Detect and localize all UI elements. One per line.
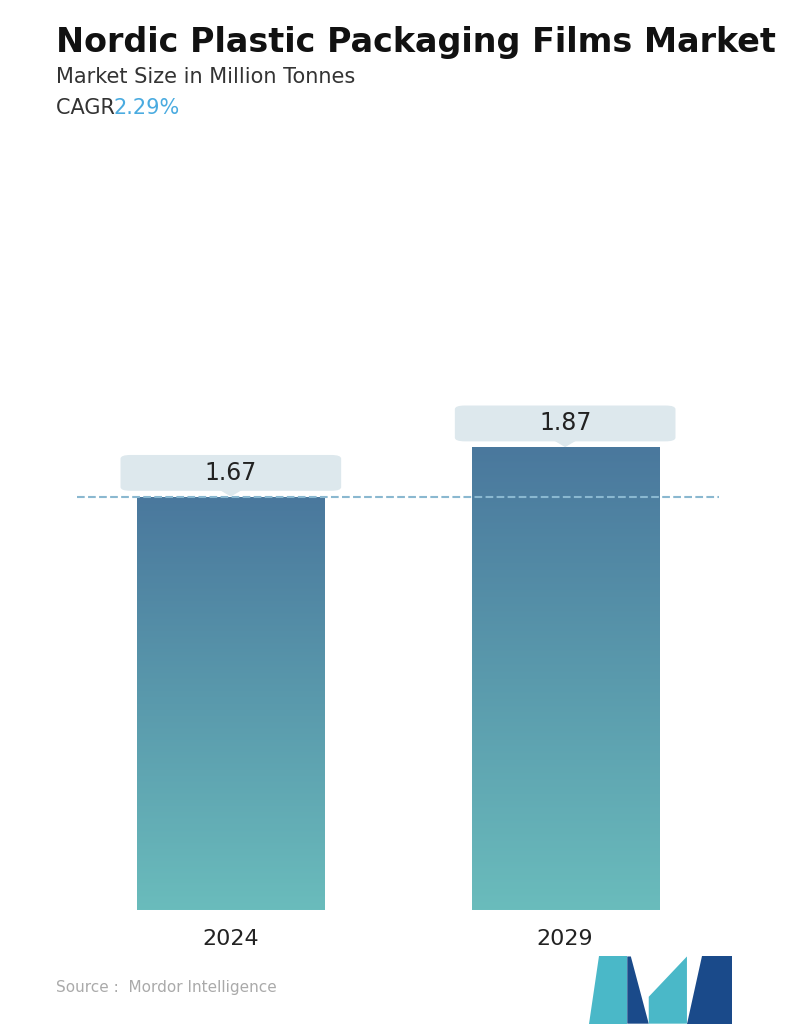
Text: Source :  Mordor Intelligence: Source : Mordor Intelligence: [56, 979, 276, 995]
Text: 1.67: 1.67: [205, 461, 257, 485]
FancyBboxPatch shape: [455, 405, 676, 442]
Polygon shape: [627, 956, 649, 1024]
FancyBboxPatch shape: [120, 455, 341, 491]
Text: CAGR: CAGR: [56, 98, 121, 118]
Polygon shape: [687, 956, 732, 1024]
Text: 2.29%: 2.29%: [114, 98, 180, 118]
Polygon shape: [217, 487, 245, 495]
Text: Nordic Plastic Packaging Films Market: Nordic Plastic Packaging Films Market: [56, 26, 775, 59]
Text: Market Size in Million Tonnes: Market Size in Million Tonnes: [56, 67, 355, 87]
Polygon shape: [551, 437, 579, 447]
Polygon shape: [589, 956, 627, 1024]
Polygon shape: [649, 956, 687, 1024]
Text: 1.87: 1.87: [539, 412, 591, 435]
